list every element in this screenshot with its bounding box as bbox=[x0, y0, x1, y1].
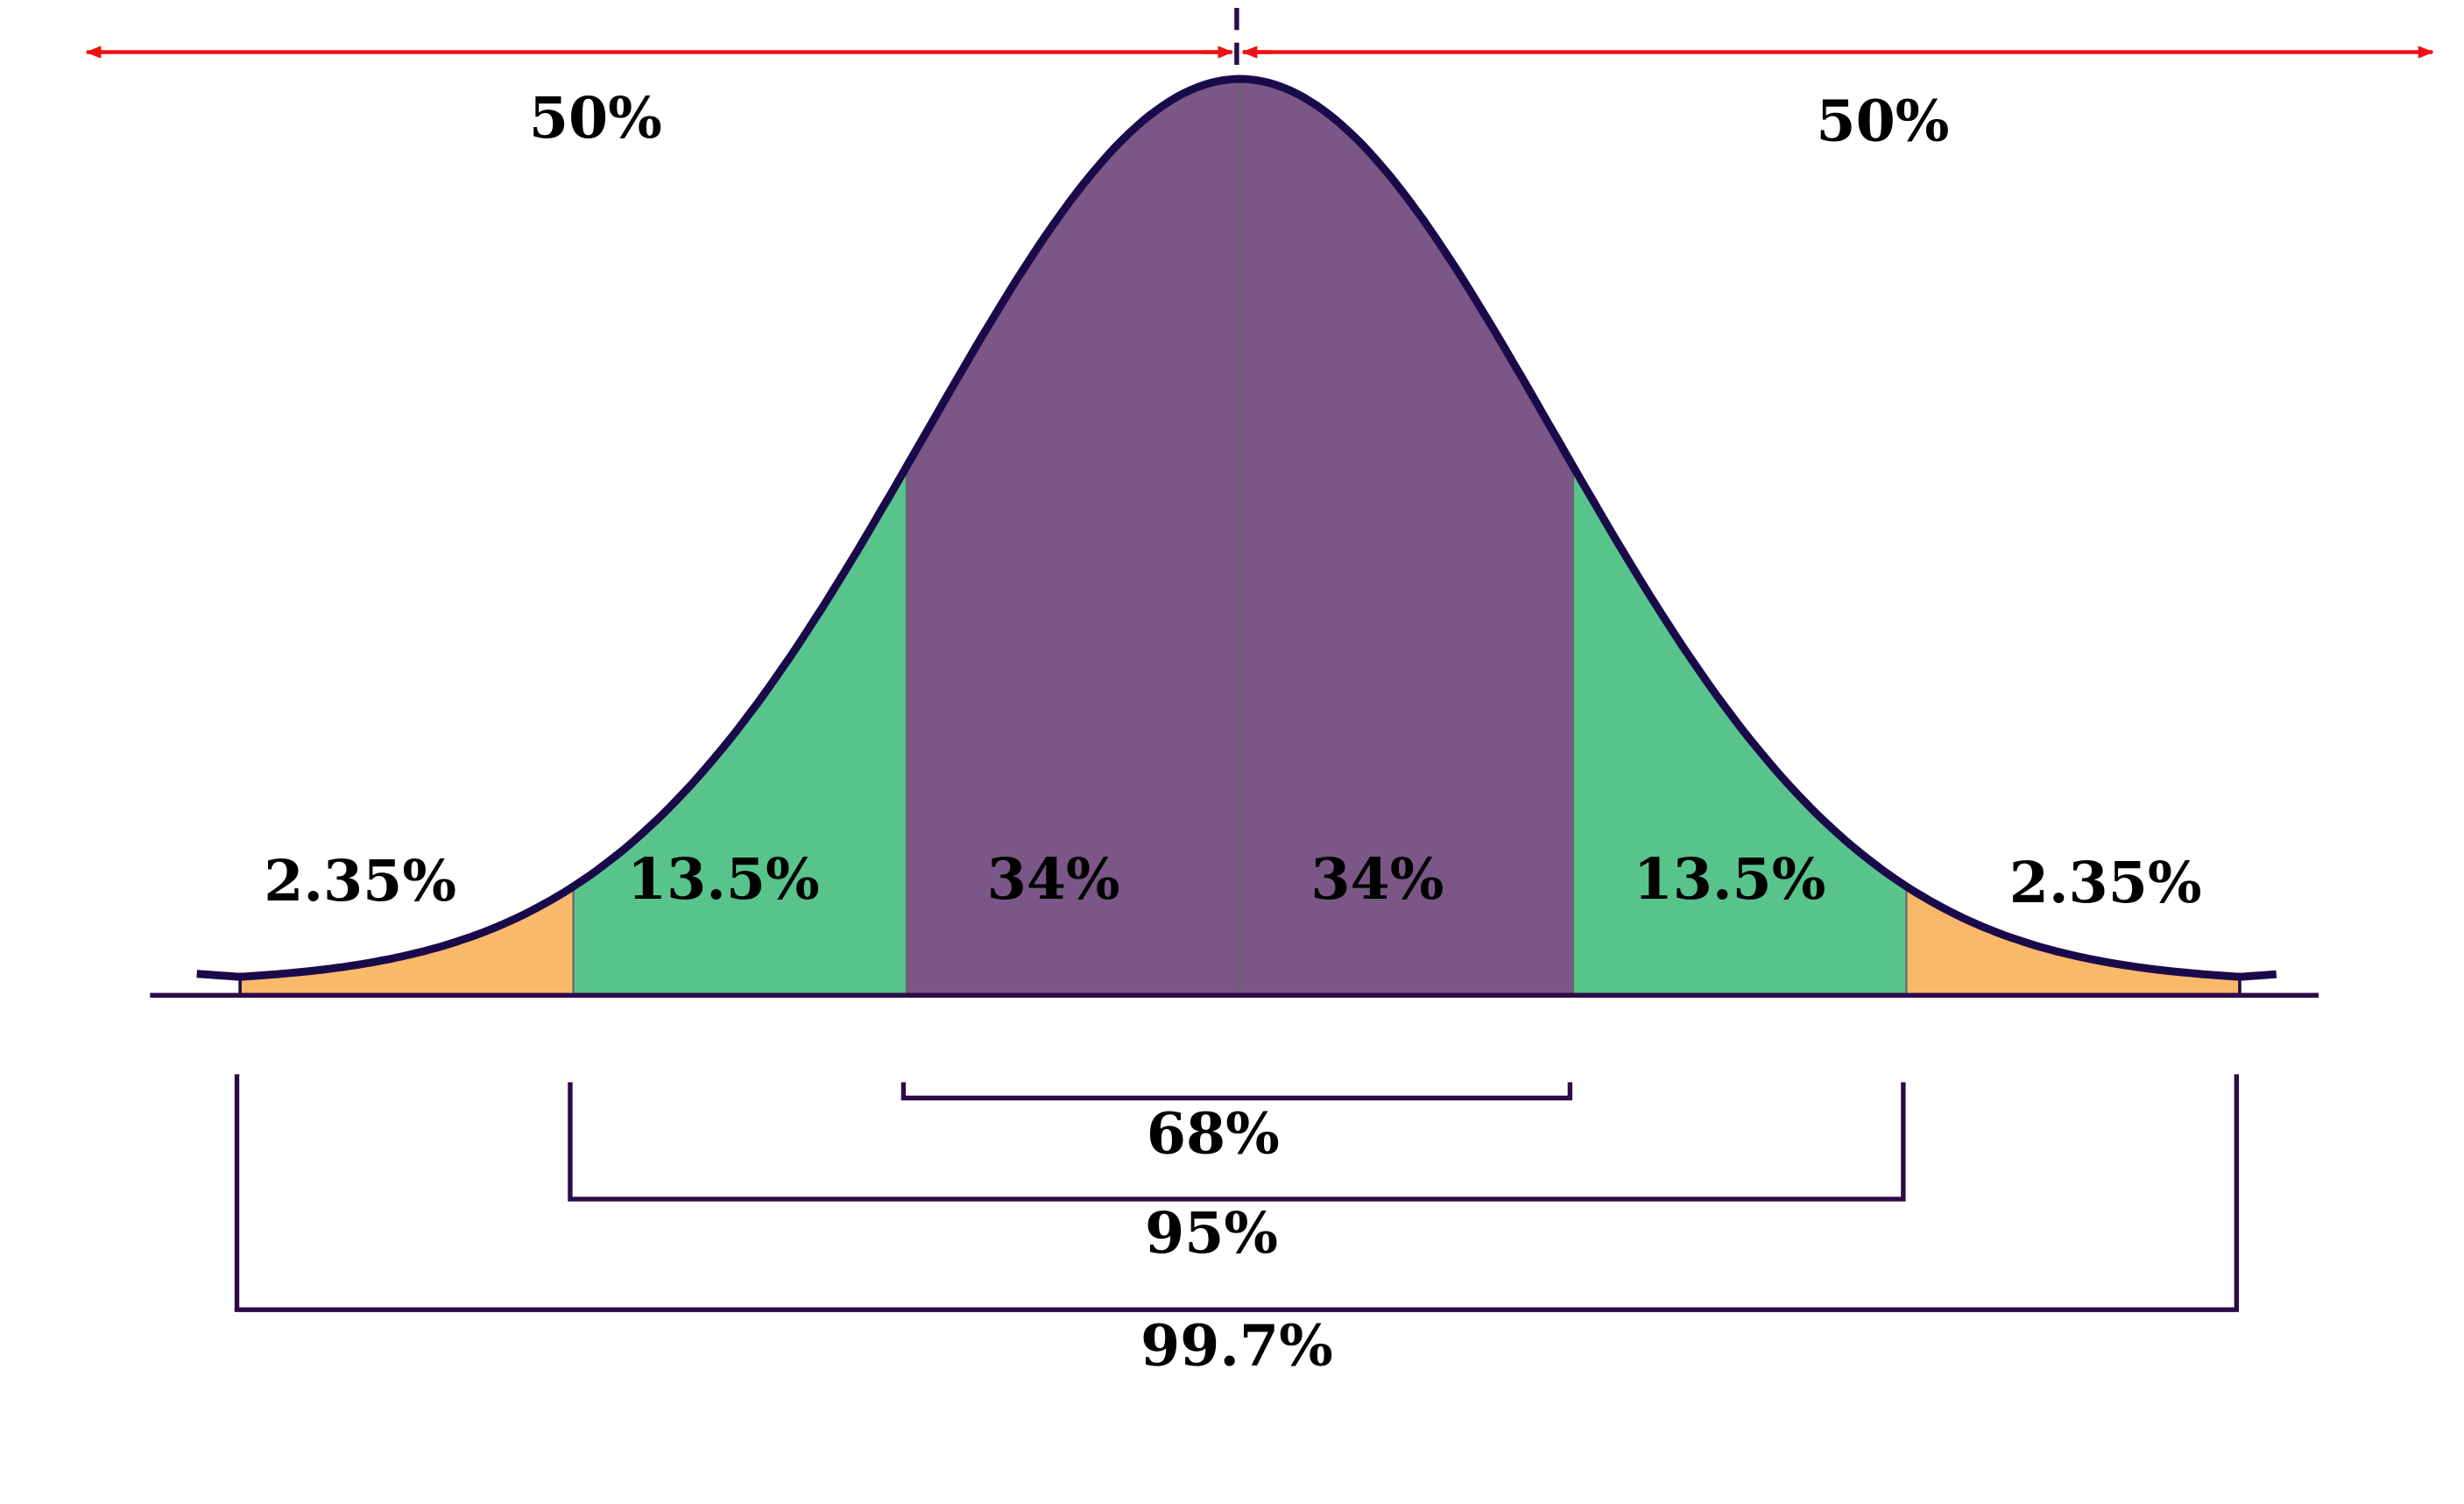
range-brackets bbox=[234, 1074, 2240, 1312]
band-label: 2.35% bbox=[264, 848, 456, 914]
band-label: 34% bbox=[987, 846, 1120, 913]
range-label-68: 68% bbox=[1147, 1101, 1280, 1168]
band-label: 34% bbox=[1310, 846, 1444, 913]
band-area bbox=[1239, 79, 1573, 996]
right-half-label: 50% bbox=[1816, 88, 1949, 155]
band-area bbox=[1906, 886, 2240, 996]
band-label: 13.5% bbox=[627, 846, 820, 913]
band-label: 2.35% bbox=[2009, 850, 2202, 916]
band-label: 13.5% bbox=[1634, 846, 1826, 913]
range-bracket bbox=[900, 1082, 1573, 1101]
left-half-label: 50% bbox=[529, 85, 662, 152]
band-area bbox=[907, 79, 1240, 996]
range-label-99-7: 99.7% bbox=[1140, 1312, 1333, 1379]
range-bracket bbox=[234, 1074, 2240, 1312]
band-area bbox=[240, 886, 574, 996]
band-labels: 2.35% 13.5% 34% 34% 13.5% 2.35% bbox=[264, 846, 2201, 916]
range-bracket bbox=[568, 1082, 1906, 1202]
range-label-95: 95% bbox=[1145, 1200, 1278, 1267]
dividers-layer bbox=[238, 79, 2242, 996]
